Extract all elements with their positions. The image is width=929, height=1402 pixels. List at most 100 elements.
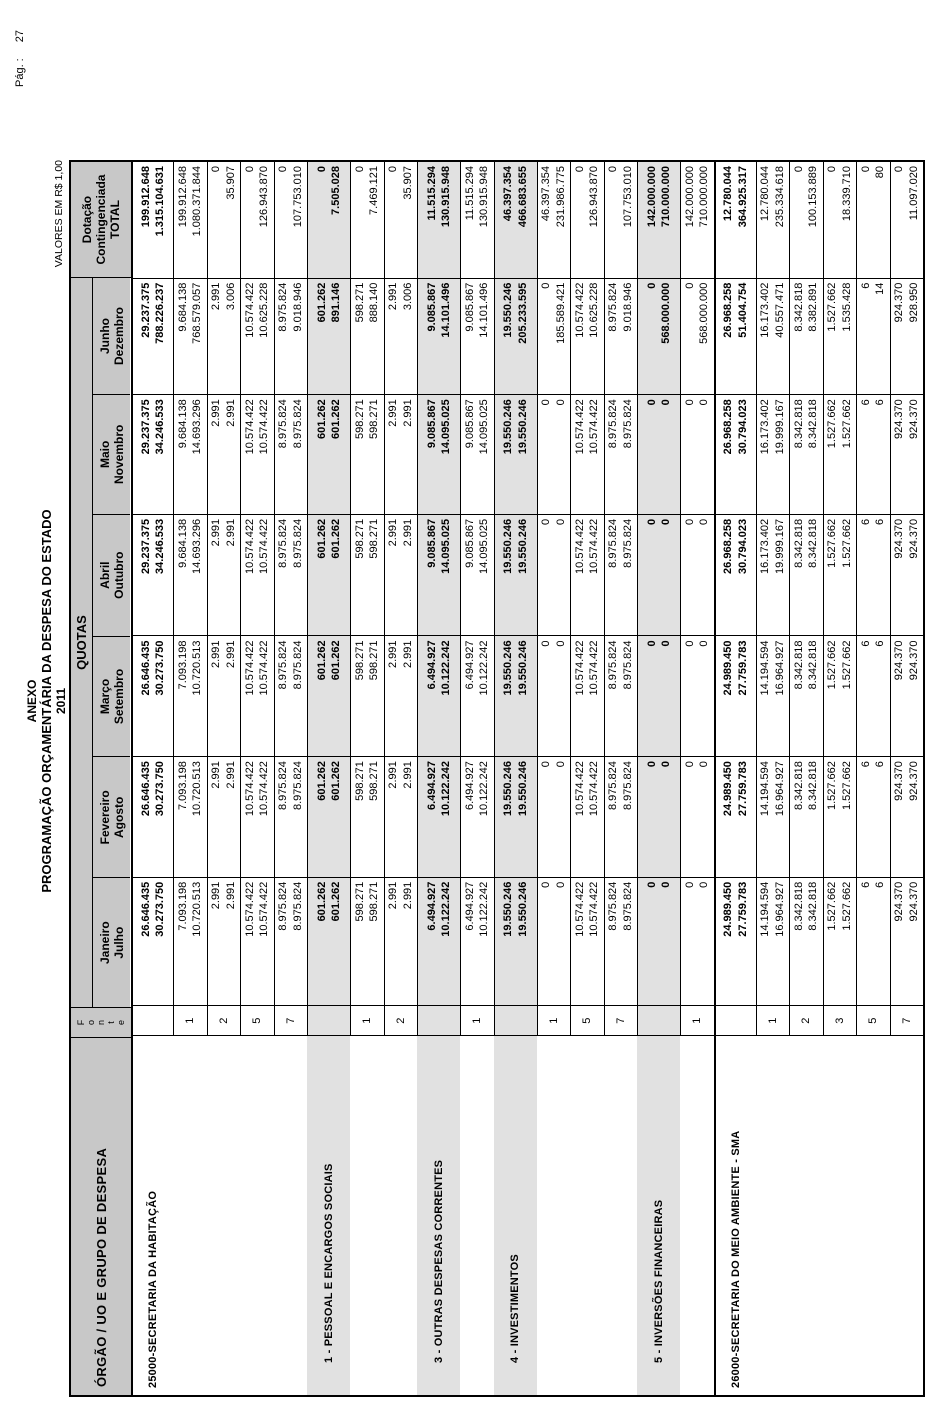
- value-cell: 8.342.818 8.342.818: [789, 877, 823, 1007]
- value-cell: 26.968.258 30.794.023: [715, 395, 756, 515]
- value-cell: 10.574.422 10.574.422: [240, 514, 274, 637]
- table-row: 5 6 6 6 6 6 6 6 6 6 6 6 14 0 80: [856, 162, 890, 1395]
- fonte-value: 2: [789, 1006, 823, 1037]
- value-cell: 9.085.867 14.095.025: [417, 514, 460, 637]
- value-cell: 2.991 3.006: [206, 278, 240, 396]
- value-cell: 2.991 2.991: [206, 757, 240, 878]
- value-cell: 1.527.662 1.527.662: [822, 514, 856, 637]
- value-cell: 2.991 2.991: [206, 514, 240, 637]
- value-cell: 0 568.000.000: [637, 278, 680, 396]
- fonte-value: 1: [536, 1006, 570, 1037]
- table-row: 5 - INVERSÕES FINANCEIRAS 0 0 0 0 0 0 0 0 0 0 0 568.…: [637, 162, 680, 1395]
- value-cell: 19.550.246 19.550.246: [493, 514, 537, 637]
- row-label: [856, 1036, 890, 1395]
- value-cell: 1.527.662 1.535.428: [822, 278, 856, 396]
- row-label: [240, 1036, 274, 1395]
- value-cell: 9.085.867 14.095.025: [417, 395, 460, 515]
- value-cell: 0 80: [856, 162, 890, 279]
- value-cell: 9.085.867 14.101.496: [460, 278, 494, 396]
- value-cell: 9.085.867 14.095.025: [460, 514, 494, 637]
- fonte-header-letter: n: [96, 1019, 106, 1025]
- value-cell: 1.527.662 1.527.662: [822, 395, 856, 515]
- fonte-value: [133, 1006, 173, 1037]
- fonte-value: [715, 1006, 756, 1037]
- value-cell: 601.262 601.262: [307, 636, 350, 758]
- row-label: [890, 1036, 924, 1395]
- value-cell: 6.494.927 10.122.242: [417, 757, 460, 878]
- row-label: 4 - INVESTIMENTOS: [509, 1254, 521, 1363]
- table-row: 1 6.494.927 10.122.242 6.494.927 10.122.242 6…: [460, 162, 494, 1395]
- value-cell: 29.237.375 788.226.237: [133, 278, 173, 396]
- value-cell: 6.494.927 10.122.242: [460, 757, 494, 878]
- fonte-value: 5: [240, 1006, 274, 1037]
- value-cell: 8.975.824 8.975.824: [273, 877, 307, 1007]
- row-label: [537, 1036, 571, 1395]
- value-cell: 6.494.927 10.122.242: [460, 877, 494, 1007]
- fonte-value: [307, 1006, 350, 1037]
- value-cell: 0 11.097.020: [889, 162, 923, 279]
- fonte-value: [637, 1006, 680, 1037]
- row-label: [604, 1036, 638, 1395]
- fonte-value: 1: [173, 1006, 207, 1037]
- value-cell: 2.991 2.991: [206, 877, 240, 1007]
- value-cell: 0 107.753.010: [603, 162, 637, 279]
- value-cell: 0 35.907: [383, 162, 417, 279]
- value-cell: 6.494.927 10.122.242: [417, 877, 460, 1007]
- value-cell: 16.173.402 40.557.471: [755, 278, 789, 396]
- table-row: 2 2.991 2.991 2.991 2.991 2.991 2.991 2.991 2.99…: [206, 162, 241, 1395]
- value-cell: 601.262 601.262: [307, 757, 350, 878]
- row-label: [384, 1036, 418, 1395]
- value-cell: 24.989.450 27.759.783: [715, 757, 756, 878]
- row-label: [756, 1036, 790, 1395]
- value-cell: 2.991 2.991: [383, 395, 417, 515]
- orgao-column-header: ÓRGÃO / UO E GRUPO DE DESPESA: [71, 1037, 131, 1395]
- row-label: [460, 1036, 494, 1395]
- value-cell: 8.342.818 8.342.818: [789, 514, 823, 637]
- value-cell: 46.397.354 466.683.655: [493, 162, 537, 279]
- fonte-value: 5: [856, 1006, 890, 1037]
- value-cell: 924.370 924.370: [889, 636, 923, 758]
- table-row: 2 2.991 2.991 2.991 2.991 2.991 2.991 2.991 2.99…: [383, 162, 418, 1395]
- value-cell: 2.991 2.991: [383, 514, 417, 637]
- value-cell: 8.975.824 8.975.824: [603, 395, 637, 515]
- fonte-header-letter: F: [76, 1019, 86, 1026]
- value-cell: 0 7.469.121: [350, 162, 384, 279]
- value-cell: 11.515.294 130.915.948: [460, 162, 494, 279]
- month-header: Junho Dezembro: [93, 278, 130, 395]
- value-cell: 9.684.138 14.693.296: [173, 395, 207, 515]
- row-label: [823, 1036, 857, 1395]
- value-cell: 10.574.422 10.574.422: [570, 636, 604, 758]
- value-cell: 2.991 3.006: [383, 278, 417, 396]
- value-cell: 19.550.246 19.550.246: [493, 877, 537, 1007]
- value-cell: 924.370 924.370: [889, 877, 923, 1007]
- annex-title: ANEXO: [25, 679, 39, 723]
- table-body: 25000-SECRETARIA DA HABITAÇÃO 26.646.435 3…: [131, 162, 923, 1395]
- table-row: 1 7.093.198 10.720.513 7.093.198 10.720.513 7…: [173, 162, 207, 1395]
- value-cell: 924.370 924.370: [889, 757, 923, 878]
- month-header: Maio Novembro: [93, 394, 130, 515]
- value-cell: 29.237.375 34.246.533: [133, 395, 173, 515]
- fonte-value: [493, 1006, 537, 1037]
- value-cell: 601.262 891.146: [307, 278, 350, 396]
- value-cell: 14.194.594 16.964.927: [755, 757, 789, 878]
- month-header-row: Janeiro Julho Fevereiro Agosto Março Setembro…: [93, 278, 130, 1008]
- fonte-value: 5: [570, 1006, 604, 1037]
- month-header: Janeiro Julho: [93, 878, 130, 1008]
- table-row: 1 14.194.594 16.964.927 14.194.594 16.964.92…: [755, 162, 790, 1395]
- table-row: 25000-SECRETARIA DA HABITAÇÃO 26.646.435 3…: [131, 162, 173, 1395]
- value-cell: 2.991 2.991: [383, 636, 417, 758]
- value-cell: 601.262 601.262: [307, 877, 350, 1007]
- row-label: [570, 1036, 604, 1395]
- value-cell: 601.262 601.262: [307, 514, 350, 637]
- value-cell: 1.527.662 1.527.662: [822, 636, 856, 758]
- quotas-group-header: QUOTAS: [71, 278, 93, 1008]
- row-label: [207, 1036, 241, 1395]
